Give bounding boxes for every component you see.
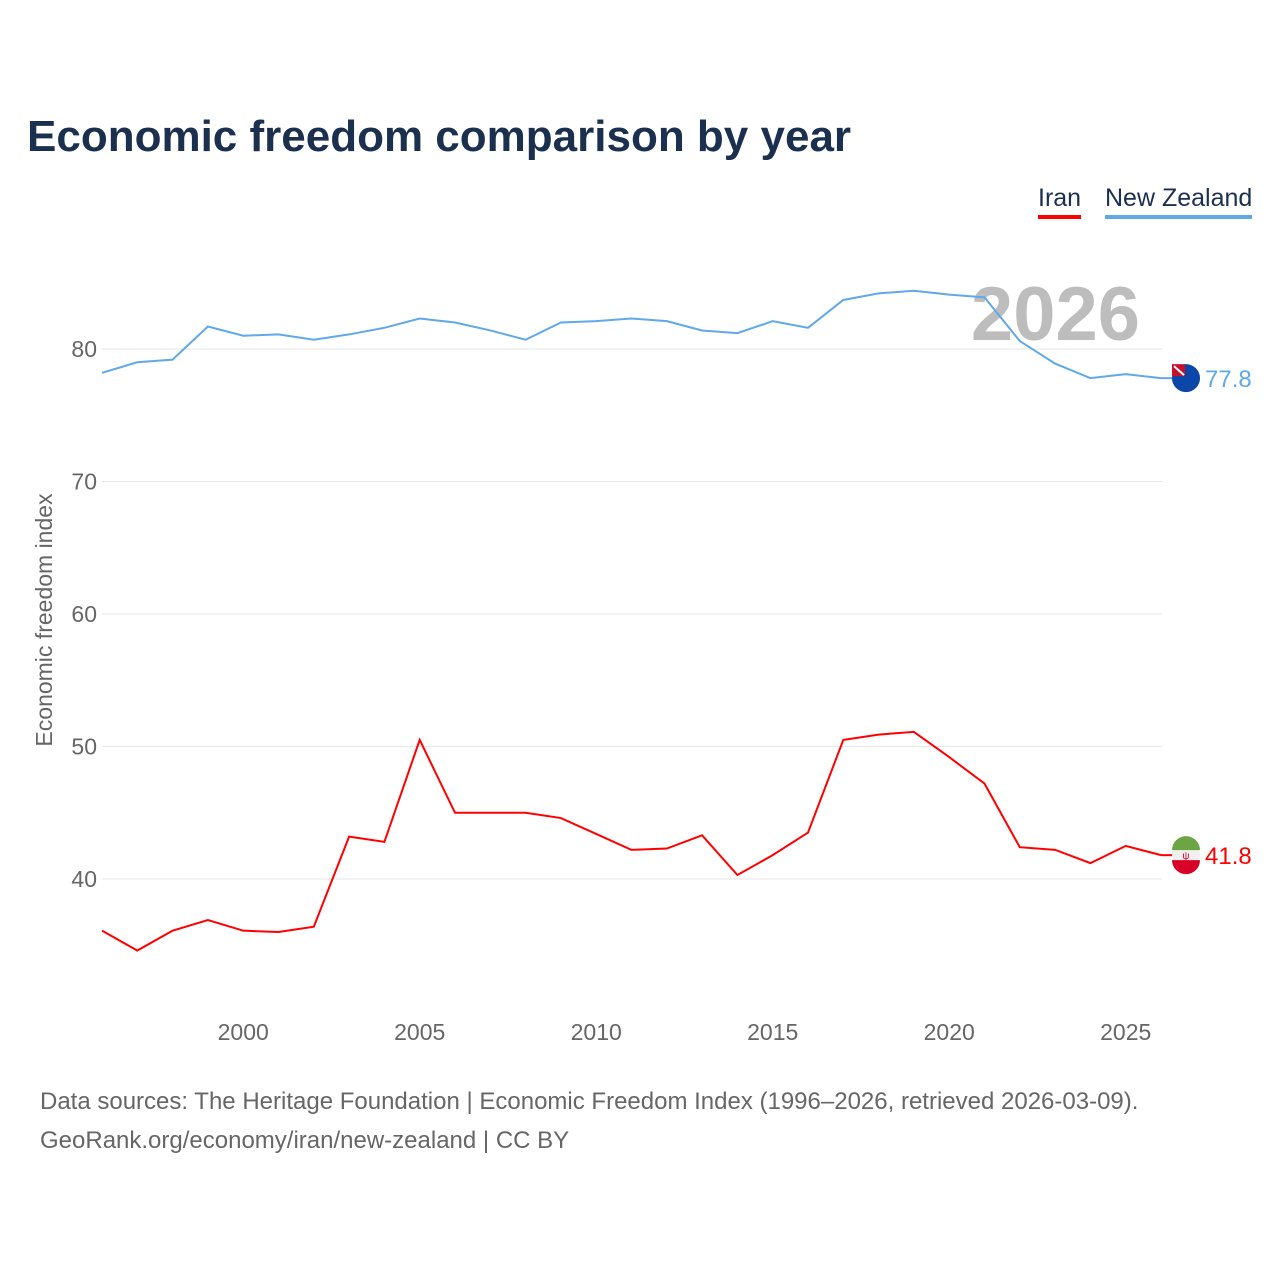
iran-flag-green-icon (1172, 836, 1200, 851)
footer-attribution[interactable]: GeoRank.org/economy/iran/new-zealand | C… (40, 1127, 570, 1154)
y-tick-label: 70 (71, 469, 97, 495)
x-tick-label: 2005 (394, 1019, 445, 1045)
series-line-iran (101, 730, 1162, 952)
iran-emblem-icon: ψ (1182, 851, 1189, 862)
x-tick-label: 2025 (1100, 1019, 1151, 1045)
y-tick-label: 50 (71, 734, 97, 760)
iran-flag-red-icon (1172, 860, 1200, 875)
x-tick-label: 2020 (924, 1019, 975, 1045)
union-jack-icon (1173, 365, 1185, 376)
y-tick-label: 60 (71, 601, 97, 627)
y-axis-label: Economic freedom index (31, 493, 57, 747)
x-tick-label: 2000 (218, 1019, 269, 1045)
series-line-new-zealand (101, 289, 1162, 380)
legend-item-new-zealand[interactable]: New Zealand (1105, 184, 1253, 219)
y-tick-label: 40 (71, 866, 97, 892)
legend-item-iran[interactable]: Iran (1038, 184, 1082, 219)
chart-title: Economic freedom comparison by year (27, 112, 852, 161)
year-watermark: 2026 (971, 272, 1140, 357)
end-value-label: 77.8 (1205, 366, 1252, 393)
footer-sources: Data sources: The Heritage Foundation | … (40, 1088, 1139, 1115)
end-value-label: 41.8 (1205, 843, 1252, 870)
x-tick-label: 2015 (747, 1019, 798, 1045)
x-tick-label: 2010 (571, 1019, 622, 1045)
y-tick-label: 80 (71, 336, 97, 362)
